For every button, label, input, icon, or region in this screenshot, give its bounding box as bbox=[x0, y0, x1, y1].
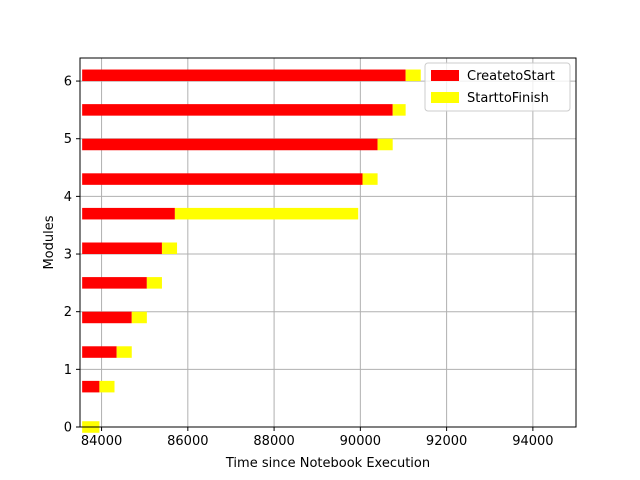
bar-create-to-start bbox=[82, 277, 147, 289]
legend-box bbox=[424, 62, 571, 112]
bar-start-to-finish bbox=[99, 380, 115, 393]
x-tick-label: 92000 bbox=[426, 434, 467, 449]
x-tick-label: 94000 bbox=[512, 434, 553, 449]
bar-create-to-start bbox=[82, 104, 393, 116]
y-tick-label: 2 bbox=[64, 305, 72, 320]
x-tick-label: 90000 bbox=[340, 434, 381, 449]
bar-start-to-finish bbox=[174, 207, 359, 220]
y-axis-label: Modules bbox=[42, 215, 57, 269]
x-tick-label: 86000 bbox=[167, 434, 208, 449]
y-tick-label: 3 bbox=[64, 248, 72, 263]
y-tick-label: 1 bbox=[64, 363, 72, 378]
legend: CreatetoStart StarttoFinish bbox=[424, 62, 571, 112]
legend-label-create-to-start: CreatetoStart bbox=[467, 69, 555, 84]
bar-start-to-finish bbox=[362, 173, 378, 185]
y-tick-label: 5 bbox=[64, 132, 72, 147]
plot-frame bbox=[79, 57, 577, 428]
bar-start-to-finish bbox=[146, 277, 162, 289]
y-tick-label: 6 bbox=[64, 75, 72, 90]
y-axis-ticks: 0 1 2 3 4 5 6 bbox=[64, 75, 80, 436]
legend-swatch-create-to-start bbox=[431, 70, 459, 81]
x-tick-label: 88000 bbox=[253, 434, 294, 449]
bar-create-to-start bbox=[82, 138, 378, 151]
bar-start-to-finish bbox=[405, 69, 421, 82]
bar-start-to-finish bbox=[161, 242, 178, 255]
bar-start-to-finish bbox=[131, 311, 147, 324]
bar-create-to-start bbox=[82, 380, 100, 393]
bar-create-to-start bbox=[82, 346, 117, 358]
bar-create-to-start bbox=[82, 207, 175, 220]
legend-label-start-to-finish: StarttoFinish bbox=[467, 91, 549, 106]
y-tick-label: 0 bbox=[64, 421, 72, 436]
bar-start-to-finish bbox=[392, 104, 406, 116]
bar-start-to-finish bbox=[377, 138, 393, 151]
x-axis-label: Time since Notebook Execution bbox=[225, 456, 430, 471]
bar-start-to-finish bbox=[116, 346, 132, 358]
bars bbox=[82, 69, 421, 433]
x-axis-ticks: 84000 86000 88000 90000 92000 94000 bbox=[81, 427, 554, 449]
bar-create-to-start bbox=[82, 311, 132, 324]
bar-create-to-start bbox=[82, 69, 406, 82]
legend-swatch-start-to-finish bbox=[431, 92, 459, 103]
x-tick-label: 84000 bbox=[81, 434, 122, 449]
y-tick-label: 4 bbox=[64, 190, 72, 205]
bar-create-to-start bbox=[82, 242, 162, 255]
bar-create-to-start bbox=[82, 173, 363, 185]
